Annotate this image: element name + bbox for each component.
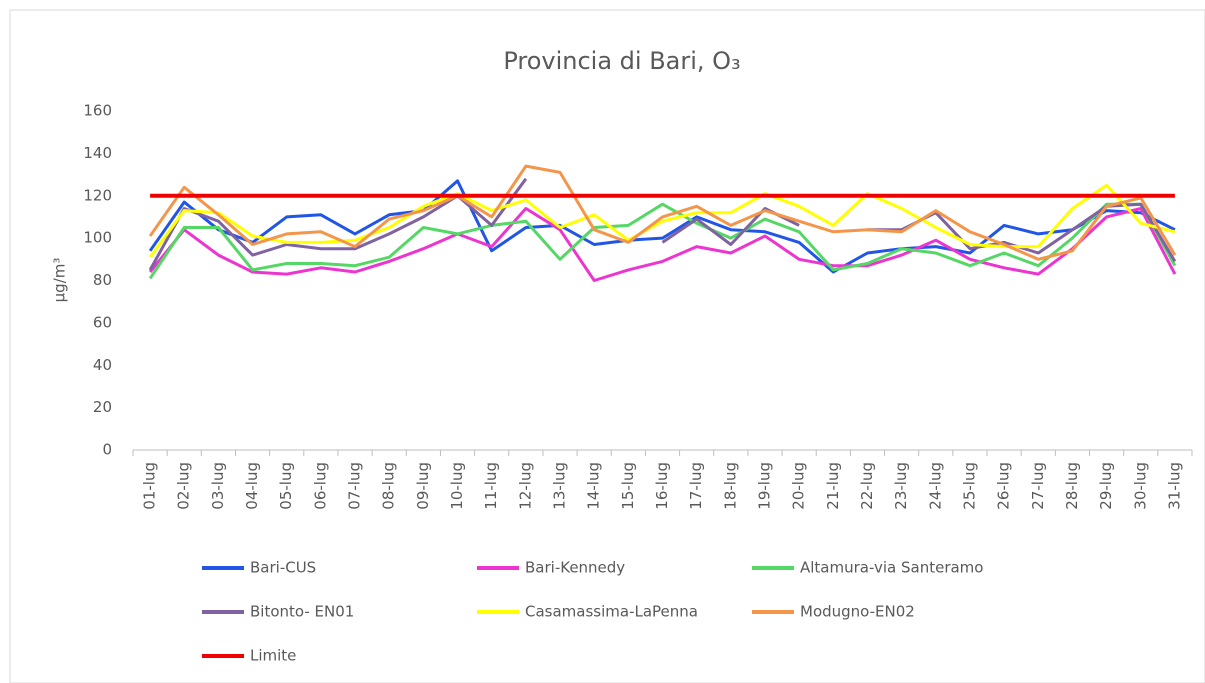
x-tick-label: 03-lug: [209, 462, 227, 510]
x-tick-label: 07-lug: [346, 462, 364, 510]
series-line: [148, 207, 1177, 282]
x-tick-label: 05-lug: [277, 462, 295, 510]
legend-label: Modugno-EN02: [800, 603, 915, 621]
y-tick-label: 140: [83, 144, 112, 162]
x-tick-label: 30-lug: [1131, 462, 1149, 510]
x-tick-label: 26-lug: [995, 462, 1013, 510]
series-line: [148, 164, 1177, 261]
legend-label: Bari-Kennedy: [525, 559, 625, 577]
x-tick-label: 28-lug: [1063, 462, 1081, 510]
y-tick-label: 20: [93, 398, 112, 416]
x-tick-label: 02-lug: [175, 462, 193, 510]
y-tick-label: 80: [93, 271, 112, 289]
x-tick-label: 19-lug: [755, 462, 773, 510]
x-tick-label: 31-lug: [1165, 462, 1183, 510]
x-tick-label: 13-lug: [551, 462, 569, 510]
series-line: [148, 202, 1177, 280]
x-tick-label: 14-lug: [585, 462, 603, 510]
y-tick-label: 120: [83, 186, 112, 204]
x-tick-label: 11-lug: [482, 462, 500, 510]
series-line: [148, 179, 1176, 274]
legend-label: Bitonto- EN01: [250, 603, 354, 621]
y-tick-label: 160: [83, 102, 112, 120]
series-line: [148, 183, 1176, 259]
y-tick-label: 100: [83, 229, 112, 247]
x-tick-label: 01-lug: [141, 462, 159, 510]
chart-title: Provincia di Bari, O₃: [503, 47, 740, 75]
legend-label: Limite: [250, 647, 296, 665]
legend-label: Bari-CUS: [250, 559, 316, 577]
x-tick-label: 18-lug: [721, 462, 739, 510]
y-axis-label: µg/m³: [51, 258, 69, 303]
chart-border: [9, 9, 1205, 683]
x-tick-label: 08-lug: [380, 462, 398, 510]
legend-label: Altamura-via Santeramo: [800, 559, 983, 577]
x-tick-label: 29-lug: [1097, 462, 1115, 510]
x-tick-label: 10-lug: [448, 462, 466, 510]
x-tick-label: 23-lug: [892, 462, 910, 510]
x-tick-label: 04-lug: [243, 462, 261, 510]
y-tick-label: 60: [93, 313, 112, 331]
x-tick-label: 12-lug: [516, 462, 534, 510]
x-tick-label: 20-lug: [790, 462, 808, 510]
x-tick-label: 15-lug: [619, 462, 637, 510]
x-tick-label: 17-lug: [687, 462, 705, 510]
x-tick-label: 27-lug: [1029, 462, 1047, 510]
x-tick-label: 16-lug: [653, 462, 671, 510]
x-tick-label: 22-lug: [858, 462, 876, 510]
x-tick-label: 24-lug: [926, 462, 944, 510]
x-tick-label: 09-lug: [414, 462, 432, 510]
y-tick-label: 40: [93, 356, 112, 374]
x-tick-label: 21-lug: [824, 462, 842, 510]
y-tick-label: 0: [102, 441, 112, 459]
legend-label: Casamassima-LaPenna: [525, 603, 698, 621]
x-tick-label: 06-lug: [311, 462, 329, 510]
x-tick-label: 25-lug: [960, 462, 978, 510]
